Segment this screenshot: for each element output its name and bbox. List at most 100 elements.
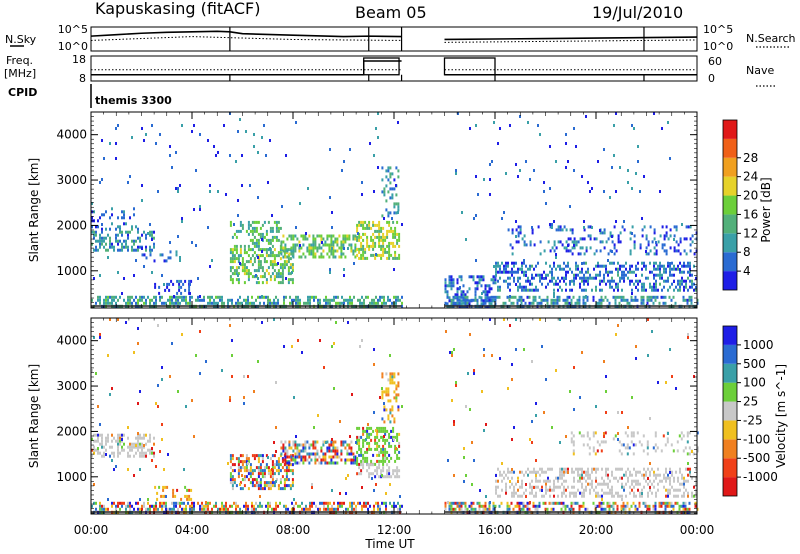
range-cell bbox=[557, 228, 560, 232]
range-cell bbox=[243, 504, 245, 508]
range-cell bbox=[601, 476, 603, 480]
range-cell bbox=[145, 245, 147, 249]
range-cell bbox=[511, 363, 513, 366]
range-cell bbox=[587, 467, 589, 471]
range-cell bbox=[99, 336, 101, 339]
range-cell bbox=[151, 448, 153, 452]
range-cell bbox=[476, 287, 479, 291]
range-cell bbox=[285, 507, 287, 511]
range-cell bbox=[153, 436, 155, 440]
range-cell bbox=[389, 501, 391, 505]
range-cell bbox=[374, 462, 377, 466]
range-cell bbox=[185, 298, 187, 302]
range-cell bbox=[178, 282, 181, 286]
range-cell bbox=[557, 494, 559, 498]
range-cell bbox=[379, 295, 381, 299]
range-cell bbox=[388, 256, 391, 260]
ytick-label: 3000 bbox=[56, 173, 87, 187]
range-cell bbox=[376, 469, 379, 473]
range-cell bbox=[573, 241, 575, 244]
range-cell bbox=[115, 465, 117, 468]
range-cell bbox=[603, 276, 605, 280]
range-cell bbox=[462, 301, 465, 305]
range-cell bbox=[401, 504, 403, 508]
range-cell bbox=[131, 245, 133, 249]
range-cell bbox=[239, 507, 241, 511]
range-cell bbox=[376, 444, 379, 448]
range-cell bbox=[296, 452, 299, 456]
range-cell bbox=[600, 440, 603, 444]
range-cell bbox=[358, 462, 361, 466]
range-cell bbox=[369, 142, 371, 145]
range-cell bbox=[476, 501, 479, 505]
range-cell bbox=[602, 298, 605, 302]
range-cell bbox=[341, 504, 343, 508]
range-cell bbox=[485, 495, 487, 498]
range-cell bbox=[679, 237, 682, 241]
range-cell bbox=[394, 235, 397, 239]
range-cell bbox=[581, 246, 584, 250]
range-cell bbox=[267, 484, 270, 488]
range-cell bbox=[615, 220, 617, 223]
range-cell bbox=[380, 253, 383, 257]
range-cell bbox=[382, 232, 385, 236]
range-cell bbox=[401, 223, 403, 226]
range-cell bbox=[696, 431, 699, 435]
range-cell bbox=[364, 226, 367, 230]
range-cell bbox=[444, 507, 447, 511]
range-cell bbox=[119, 248, 121, 252]
range-cell bbox=[139, 433, 141, 437]
range-cell bbox=[237, 281, 240, 285]
range-cell bbox=[683, 279, 685, 283]
range-cell bbox=[617, 261, 619, 265]
range-cell bbox=[561, 288, 563, 292]
range-cell bbox=[259, 481, 262, 485]
range-cell bbox=[304, 440, 307, 444]
range-cell bbox=[643, 175, 645, 178]
range-cell bbox=[448, 275, 451, 279]
range-cell bbox=[263, 472, 266, 476]
range-cell bbox=[625, 267, 627, 271]
range-cell bbox=[375, 301, 377, 305]
range-cell bbox=[277, 460, 280, 464]
range-cell bbox=[688, 452, 691, 456]
range-cell bbox=[352, 252, 355, 256]
range-cell bbox=[287, 469, 290, 473]
range-cell bbox=[391, 375, 394, 379]
range-cell bbox=[137, 227, 139, 231]
range-cell bbox=[545, 479, 547, 483]
range-cell bbox=[285, 504, 287, 508]
range-cell bbox=[279, 469, 282, 473]
range-cell bbox=[115, 127, 117, 130]
range-cell bbox=[271, 468, 273, 471]
range-cell bbox=[279, 263, 282, 267]
range-cell bbox=[631, 225, 634, 229]
range-cell bbox=[451, 351, 453, 354]
range-cell bbox=[626, 452, 629, 456]
range-cell bbox=[483, 354, 485, 357]
range-cell bbox=[476, 281, 479, 285]
range-cell bbox=[243, 244, 246, 248]
range-cell bbox=[115, 239, 117, 243]
range-cell bbox=[261, 487, 264, 491]
range-cell bbox=[182, 282, 185, 286]
range-cell bbox=[137, 433, 139, 437]
range-cell bbox=[687, 288, 689, 292]
range-cell bbox=[597, 494, 599, 498]
range-cell bbox=[394, 459, 397, 463]
range-cell bbox=[383, 390, 386, 394]
range-cell bbox=[313, 426, 315, 429]
range-cell bbox=[161, 423, 163, 426]
range-cell bbox=[105, 442, 107, 446]
range-cell bbox=[300, 458, 303, 462]
range-cell bbox=[663, 249, 666, 253]
range-cell bbox=[319, 298, 321, 302]
range-cell bbox=[582, 295, 585, 299]
range-cell bbox=[348, 237, 351, 241]
range-cell bbox=[664, 507, 667, 511]
range-cell bbox=[548, 501, 551, 505]
range-cell bbox=[257, 457, 260, 461]
range-cell bbox=[673, 476, 675, 480]
range-cell bbox=[203, 504, 205, 508]
range-cell bbox=[328, 246, 331, 250]
